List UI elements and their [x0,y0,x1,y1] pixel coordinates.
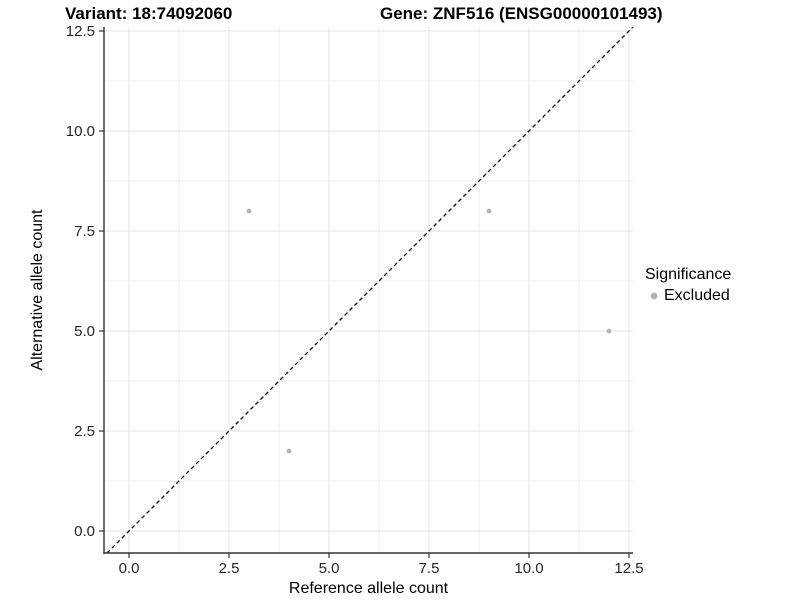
y-tick-label: 0.0 [74,523,95,540]
y-tick-label: 12.5 [66,23,95,40]
x-axis-title: Reference allele count [288,580,449,597]
x-tick-label: 12.5 [614,560,643,577]
legend: Significance Excluded [645,266,731,305]
data-point [486,208,492,214]
y-tick-label: 7.5 [74,223,95,240]
identity-dashed-line [106,26,634,554]
y-tick-label: 2.5 [74,423,95,440]
legend-item-excluded: Excluded [645,287,731,305]
x-tick-label: 2.5 [219,560,240,577]
x-tick-label: 7.5 [419,560,440,577]
x-tick-label: 5.0 [319,560,340,577]
legend-item-label: Excluded [664,287,730,304]
x-tick-label: 0.0 [119,560,140,577]
legend-title: Significance [645,266,732,283]
gene-title: Gene: ZNF516 (ENSG00000101493) [380,4,663,23]
variant-title: Variant: 18:74092060 [65,4,233,23]
data-point [606,328,612,334]
y-tick-label: 10.0 [66,123,95,140]
legend-key [645,288,662,305]
x-tick-label: 10.0 [514,560,543,577]
y-axis-title: Alternative allele count [29,209,46,371]
y-tick-label: 5.0 [74,323,95,340]
data-point [246,208,252,214]
data-point [286,448,292,454]
legend-point-icon [650,292,657,300]
